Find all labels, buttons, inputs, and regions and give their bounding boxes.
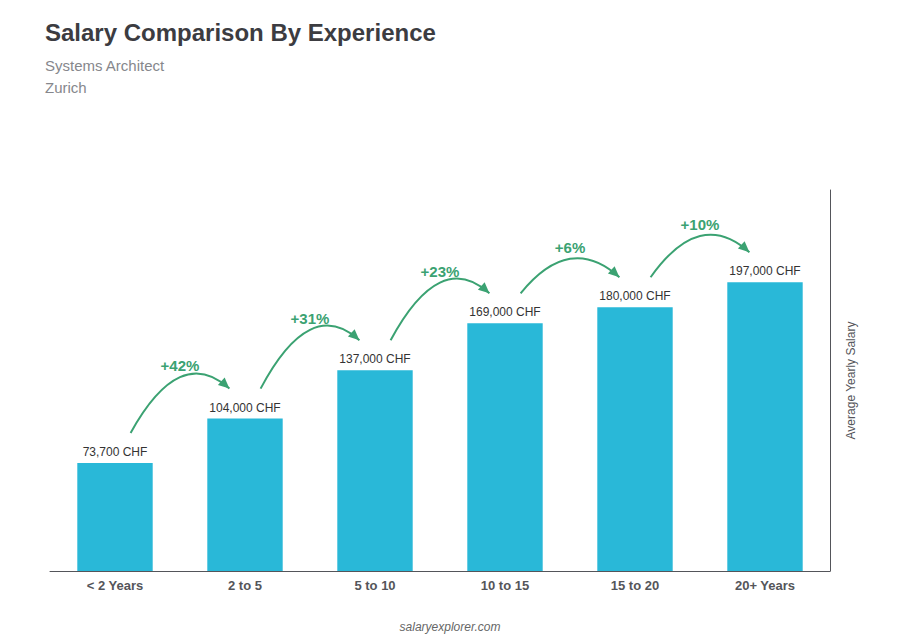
svg-text:2 to 5: 2 to 5 bbox=[228, 578, 262, 593]
svg-text:10 to 15: 10 to 15 bbox=[481, 578, 529, 593]
svg-text:169,000 CHF: 169,000 CHF bbox=[469, 305, 540, 319]
svg-text:+6%: +6% bbox=[555, 239, 585, 256]
svg-text:+10%: +10% bbox=[681, 216, 720, 233]
svg-text:+31%: +31% bbox=[291, 310, 330, 327]
svg-text:+23%: +23% bbox=[421, 263, 460, 280]
svg-text:73,700 CHF: 73,700 CHF bbox=[83, 445, 148, 459]
svg-text:15 to 20: 15 to 20 bbox=[611, 578, 659, 593]
svg-text:197,000 CHF: 197,000 CHF bbox=[729, 264, 800, 278]
svg-text:< 2 Years: < 2 Years bbox=[87, 578, 144, 593]
svg-text:20+ Years: 20+ Years bbox=[735, 578, 795, 593]
svg-text:5 to 10: 5 to 10 bbox=[354, 578, 395, 593]
svg-text:137,000 CHF: 137,000 CHF bbox=[339, 352, 410, 366]
svg-text:Systems Architect: Systems Architect bbox=[45, 57, 165, 74]
svg-text:Salary Comparison By Experienc: Salary Comparison By Experience bbox=[45, 19, 436, 46]
svg-text:104,000 CHF: 104,000 CHF bbox=[209, 401, 280, 415]
svg-text:180,000 CHF: 180,000 CHF bbox=[599, 289, 670, 303]
svg-text:salaryexplorer.com: salaryexplorer.com bbox=[400, 620, 501, 634]
svg-text:Zurich: Zurich bbox=[45, 79, 87, 96]
svg-text:+42%: +42% bbox=[161, 357, 200, 374]
svg-text:Average Yearly Salary: Average Yearly Salary bbox=[844, 322, 858, 440]
